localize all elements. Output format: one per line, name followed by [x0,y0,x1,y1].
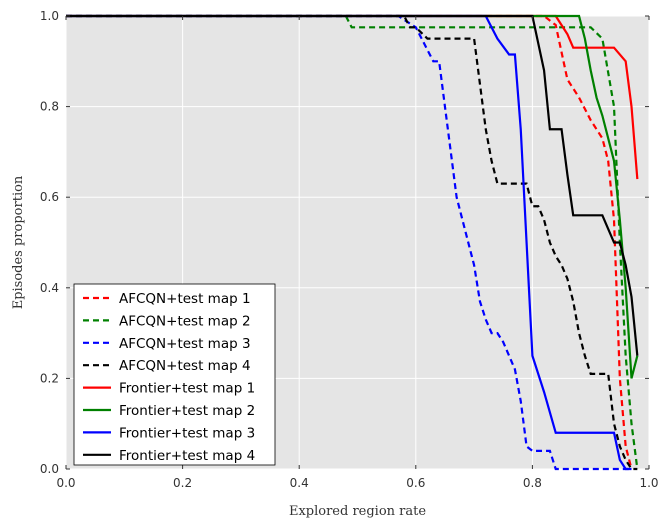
legend: AFCQN+test map 1 AFCQN+test map 2 AFCQN+te… [73,283,276,466]
y-tick-label: 0.4 [40,281,59,295]
series-line-2 [66,14,639,470]
legend-label-4: AFCQN+test map 4 [119,358,251,374]
legend-label-3: AFCQN+test map 3 [119,336,251,352]
legend-label-2: AFCQN+test map 2 [119,313,251,329]
legend-box [73,283,276,466]
legend-label-8: Frontier+test map 4 [119,448,255,464]
series-line-1 [66,14,633,470]
series-line-7 [66,14,632,471]
x-tick-label: 0.8 [523,476,542,490]
y-tick-label: 1.0 [40,9,59,23]
legend-label-5: Frontier+test map 1 [119,381,255,397]
y-tick-label: 0.0 [40,462,59,476]
x-tick-label: 1.0 [639,476,658,490]
series-layer [66,14,639,471]
x-tick-label: 0.6 [406,476,425,490]
legend-label-1: AFCQN+test map 1 [119,291,251,307]
series-line-5 [66,14,639,180]
x-tick-label: 0.2 [173,476,192,490]
y-axis-label: Episodes proportion [11,175,26,309]
series-line-6 [66,14,639,379]
series-line-3 [66,14,632,471]
y-tick-label: 0.8 [40,100,59,114]
x-axis-label: Explored region rate [289,504,426,519]
y-tick-label: 0.6 [40,190,59,204]
series-line-8 [66,14,639,356]
y-tick-label: 0.2 [40,371,59,385]
legend-label-7: Frontier+test map 3 [119,425,255,441]
tick-layer: 0.0 0.2 0.4 0.6 0.8 1.0 0.0 0.2 0.4 0.6 0.8 1.0 [40,9,659,490]
x-tick-label: 0.4 [290,476,309,490]
x-tick-label: 0.0 [56,476,75,490]
legend-label-6: Frontier+test map 2 [119,403,255,419]
